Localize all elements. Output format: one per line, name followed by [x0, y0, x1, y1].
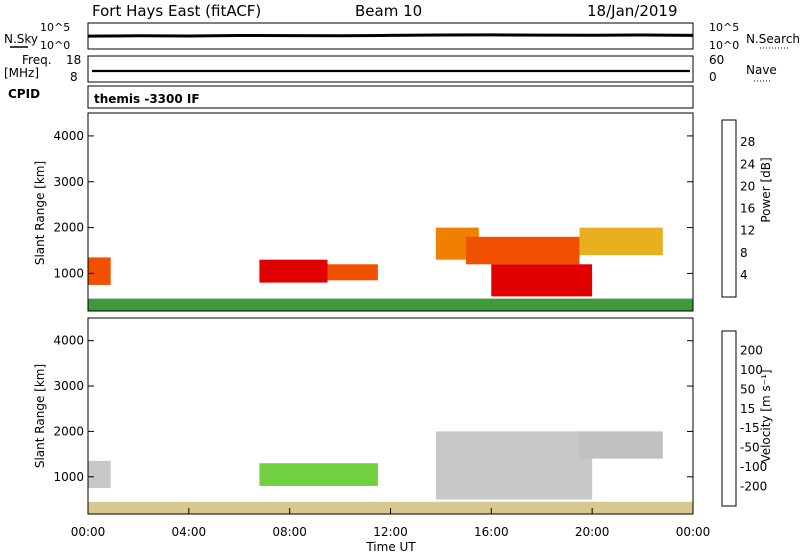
scatter-region-1 [259, 463, 378, 486]
scatter-region-2 [327, 264, 378, 281]
scatter-region-7 [88, 298, 693, 311]
date-title: 18/Jan/2019 [587, 2, 678, 20]
velocity-plot [88, 431, 693, 515]
scatter-region-4 [466, 236, 580, 265]
colorbar-frame [721, 119, 737, 298]
station-title: Fort Hays East (fitACF) [92, 2, 261, 20]
power-colorbar-label: Power [dB] [759, 157, 773, 222]
freq-label-1: Freq. [22, 53, 52, 67]
beam-title: Beam 10 [355, 2, 422, 20]
colorbar-tick-label: 24 [740, 157, 755, 171]
scatter-region-1 [259, 259, 328, 283]
velocity-ylabel: Slant Range [km] [33, 364, 47, 468]
velocity-panel-frame [87, 317, 694, 515]
velocity-colorbar-label: Velocity [m s⁻¹] [759, 369, 773, 462]
power-panel-frame [87, 112, 694, 312]
x-tick-label: 08:00 [272, 525, 307, 539]
noise-series-line [87, 33, 694, 38]
scatter-region-5 [491, 264, 593, 297]
colorbar-tick-label: 28 [740, 135, 755, 149]
noise-trace [87, 33, 694, 38]
colorbar-tick-label: 20 [740, 179, 755, 193]
scatter-region-2 [435, 431, 593, 500]
colorbar-tick-label: -200 [740, 480, 767, 494]
power-y-axis: 1000 2000 3000 4000 [53, 129, 693, 280]
nave-top-tick: 60 [709, 53, 724, 67]
colorbar-tick-label: 16 [740, 202, 755, 216]
cpid-panel-frame [87, 85, 694, 109]
y-tick-label: 2000 [53, 424, 84, 438]
y-tick-label: 2000 [53, 221, 84, 235]
noise-right-top-tick: 10^5 [709, 21, 739, 34]
noise-left-label: N.Sky [4, 32, 38, 46]
scatter-region-6 [579, 227, 663, 256]
scatter-region-0 [88, 257, 111, 285]
scatter-region-3 [579, 431, 663, 459]
x-tick-label: 00:00 [676, 525, 711, 539]
scatter-region-0 [88, 460, 111, 489]
colorbar-tick-label: 4 [740, 268, 748, 282]
cpid-mode-text: themis -3300 IF [94, 92, 200, 106]
noise-right-label: N.Search [746, 32, 800, 46]
colorbar-tick-label: -50 [740, 441, 760, 455]
velocity-colorbar: 200 100 50 15 -15 -50 -100 -200 [721, 330, 767, 507]
x-tick-label: 16:00 [474, 525, 509, 539]
x-tick-label: 12:00 [373, 525, 408, 539]
nave-bottom-tick: 0 [709, 70, 717, 84]
noise-right-bottom-tick: 10^0 [709, 39, 739, 52]
colorbar-frame [721, 330, 737, 507]
colorbar-tick-label: 8 [740, 246, 748, 260]
y-tick-label: 4000 [53, 129, 84, 143]
x-tick-label: 04:00 [172, 525, 207, 539]
y-tick-label: 3000 [53, 175, 84, 189]
freq-bottom-tick: 8 [70, 70, 78, 84]
nave-label: Nave [746, 63, 777, 77]
scatter-region-4 [88, 501, 693, 515]
freq-top-tick: 18 [66, 53, 81, 67]
time-axis-label: Time UT [365, 540, 416, 554]
y-tick-label: 3000 [53, 379, 84, 393]
x-tick-label: 20:00 [575, 525, 610, 539]
y-tick-label: 1000 [53, 266, 84, 280]
colorbar-tick-label: 15 [740, 402, 755, 416]
freq-label-2: [MHz] [4, 66, 39, 80]
colorbar-tick-label: 12 [740, 224, 755, 238]
cpid-label: CPID [8, 87, 40, 101]
noise-left-bottom-tick: 10^0 [40, 39, 70, 52]
colorbar-tick-label: 50 [740, 382, 755, 396]
y-tick-label: 4000 [53, 334, 84, 348]
power-plot [88, 227, 693, 311]
y-tick-label: 1000 [53, 470, 84, 484]
noise-left-top-tick: 10^5 [40, 21, 70, 34]
x-tick-label: 00:00 [71, 525, 106, 539]
colorbar-tick-label: -100 [740, 460, 767, 474]
power-colorbar: 4 8 12 16 20 24 28 [721, 119, 755, 298]
colorbar-tick-label: -15 [740, 421, 760, 435]
power-ylabel: Slant Range [km] [33, 161, 47, 265]
colorbar-tick-label: 100 [740, 363, 763, 377]
time-axis: 00:00 04:00 08:00 12:00 16:00 20:00 00:00 [71, 508, 711, 539]
colorbar-tick-label: 200 [740, 343, 763, 357]
freq-panel-frame [87, 55, 694, 83]
velocity-y-axis: 1000 2000 3000 4000 [53, 334, 693, 484]
